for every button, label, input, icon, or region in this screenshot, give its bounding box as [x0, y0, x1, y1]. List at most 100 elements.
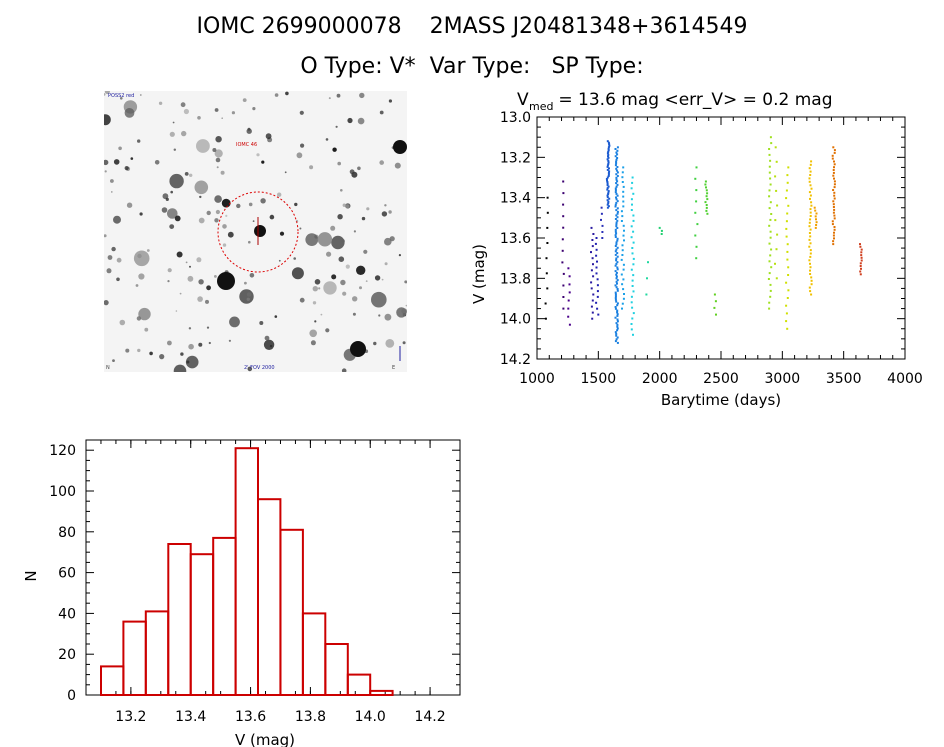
lc-point [768, 165, 771, 168]
lc-point [632, 257, 635, 260]
star [385, 339, 395, 348]
hist-bar [279, 528, 304, 696]
star [374, 275, 381, 281]
lc-ytick-label: 13.4 [500, 191, 531, 207]
lc-point [607, 141, 610, 144]
hist-bars [100, 447, 394, 697]
star [388, 210, 392, 214]
lc-point [809, 211, 812, 214]
lc-point [774, 219, 777, 222]
lc-point [786, 250, 789, 253]
lc-point [860, 267, 862, 270]
lc-point [606, 158, 609, 161]
lc-point [787, 289, 790, 292]
lc-point [768, 189, 771, 192]
star [181, 130, 187, 137]
star [107, 255, 113, 260]
lc-point [606, 206, 609, 209]
star [284, 171, 287, 174]
lc-point [614, 291, 617, 294]
histogram-chart: 13.2 13.4 13.6 13.8 14.0 14.2020406080100120 … [22, 439, 461, 747]
lc-point [546, 226, 549, 229]
lc-point [810, 160, 813, 163]
lc-point [614, 230, 617, 233]
lc-ytick-label: 13.8 [500, 271, 531, 287]
star [214, 149, 223, 158]
star [371, 291, 387, 308]
lc-point [614, 295, 617, 298]
lc-title-sub: med [529, 100, 553, 113]
star [139, 212, 143, 216]
lc-point [859, 262, 862, 265]
lc-point [614, 205, 617, 208]
lc-point [616, 207, 619, 210]
lc-point [769, 289, 772, 292]
lc-point [607, 162, 610, 165]
star [137, 139, 141, 143]
star [299, 227, 302, 230]
lc-point [809, 197, 811, 200]
sky-bottom-left-label: N [106, 365, 110, 371]
lc-point [606, 164, 609, 167]
lc-point [660, 233, 663, 235]
star [350, 341, 366, 357]
star [320, 313, 323, 316]
lc-point [808, 191, 811, 194]
hist-bar [257, 498, 282, 696]
star [187, 275, 194, 282]
star [111, 246, 116, 252]
lc-point [833, 231, 835, 234]
star [314, 279, 321, 285]
star [264, 335, 270, 341]
lc-point [595, 237, 598, 239]
lc-point [705, 206, 708, 209]
lc-point [768, 242, 771, 245]
lc-point [623, 229, 625, 232]
lc-point [616, 309, 619, 312]
lc-point [594, 242, 597, 245]
lc-point [615, 198, 618, 201]
lc-point [631, 181, 634, 184]
lc-ytick-label: 14.0 [500, 312, 531, 328]
star [325, 328, 330, 333]
star [165, 197, 169, 201]
star [249, 273, 255, 278]
lc-point [615, 334, 618, 337]
lc-point [833, 228, 836, 231]
lc-point [546, 211, 549, 214]
lc-point [810, 283, 813, 286]
star [404, 280, 407, 284]
lc-point [616, 318, 619, 321]
lc-point [809, 266, 812, 269]
star [356, 265, 366, 275]
star [130, 157, 134, 160]
lc-point [632, 263, 635, 266]
lc-point [631, 203, 633, 206]
lc-point [769, 201, 772, 204]
light-curve-chart: V med = 13.6 mag <err_V> = 0.2 mag 1000 1… [470, 90, 923, 409]
lc-point [615, 201, 618, 204]
lc-point [606, 196, 609, 199]
lc-point [833, 183, 836, 186]
lc-point [567, 315, 570, 318]
lc-point [623, 239, 625, 242]
lc-point [809, 242, 812, 245]
lc-point [590, 251, 592, 254]
star [326, 251, 332, 257]
lc-point [592, 263, 594, 266]
lc-point [768, 153, 771, 156]
lc-point [769, 159, 772, 162]
star [123, 100, 138, 114]
lc-point [616, 311, 619, 314]
lc-point [615, 332, 618, 335]
lc-point [590, 305, 593, 308]
lc-point [622, 195, 625, 198]
lc-point [544, 302, 547, 305]
lc-point [615, 271, 618, 274]
lc-point [630, 328, 633, 331]
lc-point [631, 317, 634, 320]
lc-point [546, 196, 549, 199]
lc-point [632, 214, 635, 217]
lc-point [607, 191, 610, 194]
lc-point [607, 150, 610, 153]
